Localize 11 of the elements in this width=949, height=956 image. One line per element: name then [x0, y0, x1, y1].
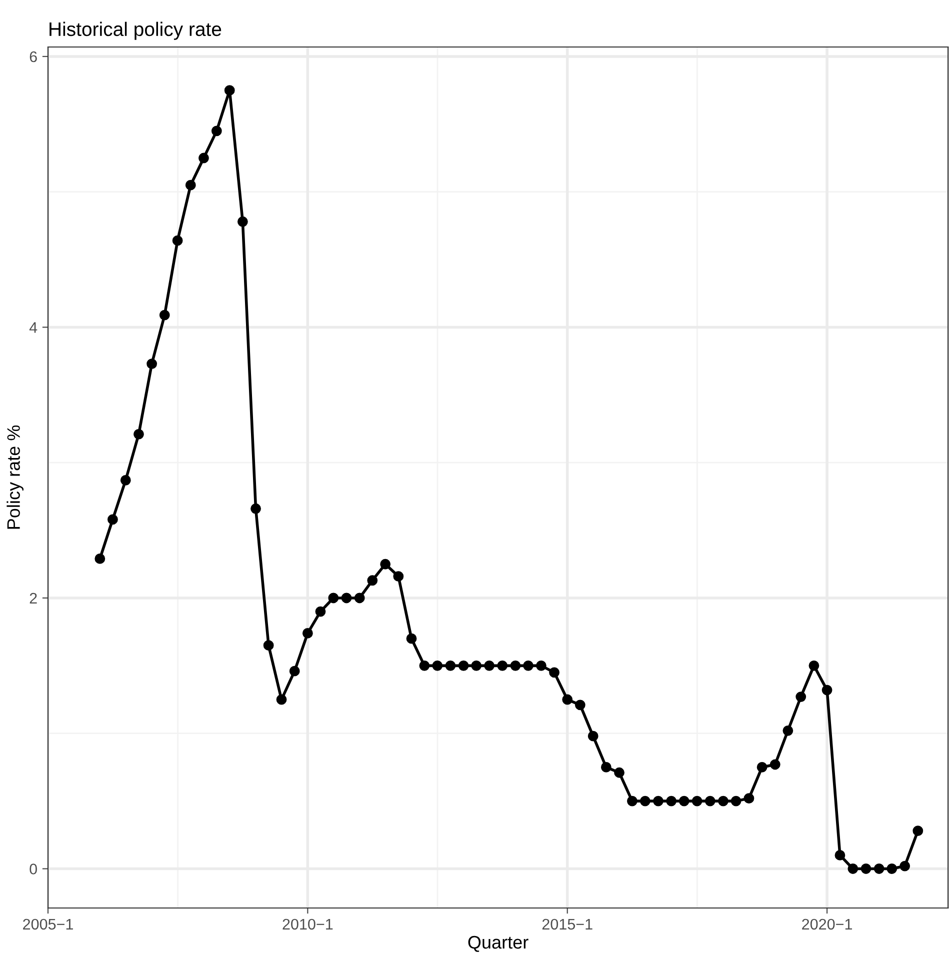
y-tick-label: 4 [29, 322, 38, 333]
y-axis-title: Policy rate % [6, 425, 24, 529]
x-tick-label: 2015−1 [542, 918, 592, 930]
chart-title: Historical policy rate [50, 22, 222, 40]
y-tick-label: 0 [30, 864, 37, 874]
x-tick-label: 2005−1 [23, 918, 73, 930]
x-tick-label: 2010−1 [282, 918, 333, 930]
x-axis-title: Quarter [468, 936, 528, 952]
x-tick-label: 2020−1 [802, 918, 852, 930]
y-tick-label: 2 [30, 592, 37, 604]
y-tick-label: 6 [30, 51, 37, 62]
